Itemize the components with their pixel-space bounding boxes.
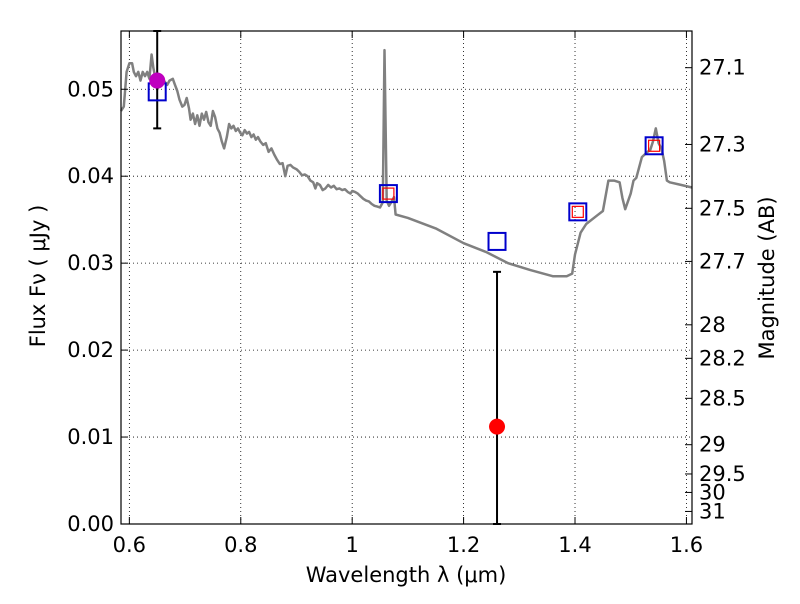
synthetic-flux-square: [568, 202, 588, 222]
y-tick-label: 0.05: [67, 77, 114, 101]
magnitude-tick-label: 28.2: [699, 346, 746, 370]
y-axis-label: Flux Fν ( μJy ): [26, 205, 50, 348]
magnitude-tick-label: 28.5: [699, 386, 746, 410]
magnitude-tick-label: 27.1: [699, 56, 746, 80]
y-tick-label: 0.01: [67, 425, 114, 449]
markers-layer: [147, 72, 664, 435]
model-spectrum-layer: [119, 48, 693, 278]
x-tick-label: 1.6: [670, 533, 703, 557]
synthetic-flux-square: [487, 231, 507, 251]
magnitude-tick-label: 29: [699, 433, 726, 457]
magnitude-tick-label: 30: [699, 480, 726, 504]
x-axis-label: Wavelength λ (μm): [306, 563, 507, 587]
magnitude-tick-label: 27.3: [699, 132, 746, 156]
y-tick-label: 0.02: [67, 338, 114, 362]
magnitude-tick-label: 29.5: [699, 462, 746, 486]
y-tick-label: 0.04: [67, 164, 114, 188]
synthetic-flux-square: [644, 136, 664, 156]
right-axis-label: Magnitude (AB): [755, 196, 779, 359]
magnitude-tick-label: 27.7: [699, 249, 746, 273]
magnitude-tick-label: 31: [699, 499, 726, 523]
x-tick-labels: 0.6 0.8 1 1.2 1.4 1.6: [113, 533, 703, 557]
ticks-layer: [121, 31, 692, 525]
magnitude-tick-label: 27.5: [699, 196, 746, 220]
x-tick-label: 0.6: [113, 533, 146, 557]
x-tick-label: 0.8: [224, 533, 257, 557]
y-tick-label: 0.00: [67, 512, 114, 536]
synthetic-flux-inner-square: [382, 187, 395, 200]
y-tick-labels: 0.00 0.01 0.02 0.03 0.04 0.05: [67, 77, 114, 536]
magnitude-tick-label: 28: [699, 313, 726, 337]
plot-frame: [120, 30, 693, 525]
observed-flux-point: [149, 72, 166, 89]
model-spectrum-line: [119, 48, 693, 278]
synthetic-flux-inner-square: [571, 205, 584, 218]
x-tick-label: 1: [345, 533, 358, 557]
synthetic-flux-square: [378, 184, 398, 204]
x-tick-label: 1.4: [558, 533, 591, 557]
x-tick-label: 1.2: [447, 533, 480, 557]
observed-flux-point: [489, 418, 506, 435]
y-tick-label: 0.03: [67, 251, 114, 275]
synthetic-flux-inner-square: [648, 139, 661, 152]
